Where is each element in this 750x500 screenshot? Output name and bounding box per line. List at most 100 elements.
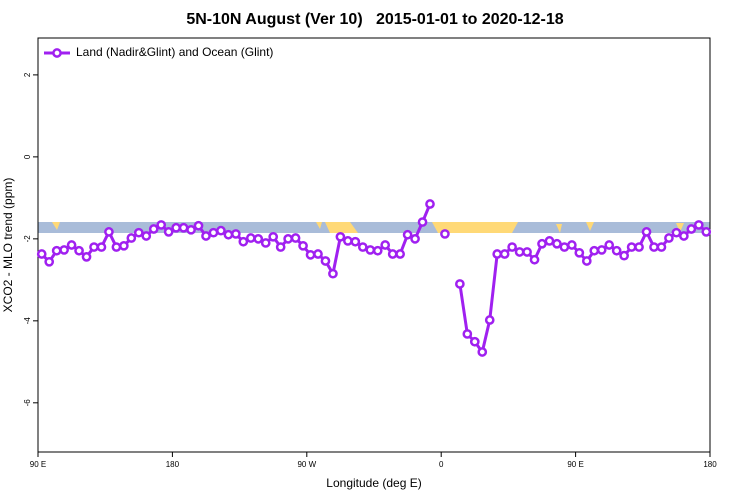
point xyxy=(641,227,652,237)
point xyxy=(171,222,181,233)
point xyxy=(44,256,55,267)
point xyxy=(596,245,607,255)
legend-label: Land (Nadir&Glint) and Ocean (Glint) xyxy=(76,45,273,59)
point xyxy=(679,231,689,241)
x-tick-label: 90 E xyxy=(30,460,46,469)
point xyxy=(604,240,615,250)
y-tick-label: 0 xyxy=(23,154,32,159)
x-tick-label: 90 W xyxy=(297,460,316,469)
legend-marker xyxy=(52,48,62,58)
point xyxy=(298,240,308,251)
point xyxy=(260,238,271,248)
point xyxy=(186,224,196,235)
strip-land xyxy=(676,223,684,232)
point xyxy=(425,199,435,209)
point xyxy=(74,245,84,256)
point xyxy=(499,249,510,259)
point xyxy=(611,245,622,256)
point xyxy=(36,249,47,259)
point xyxy=(148,224,159,234)
point xyxy=(537,238,547,249)
y-tick-label: -6 xyxy=(23,399,32,407)
point xyxy=(387,249,398,259)
strip-land xyxy=(586,222,594,231)
point xyxy=(417,217,428,227)
point xyxy=(163,227,174,237)
point xyxy=(290,233,301,243)
point xyxy=(126,233,137,243)
point xyxy=(156,220,167,230)
y-tick-label: -2 xyxy=(23,235,32,243)
point xyxy=(335,231,346,242)
point xyxy=(581,256,592,266)
point xyxy=(89,242,99,252)
point xyxy=(343,236,353,246)
point xyxy=(671,227,682,238)
point xyxy=(245,233,256,243)
point xyxy=(395,249,405,259)
x-tick-label: 90 E xyxy=(567,460,583,469)
point xyxy=(208,227,219,238)
x-tick-label: 0 xyxy=(439,460,444,469)
chart-title: 5N-10N August (Ver 10) 2015-01-01 to 202… xyxy=(186,11,563,28)
point xyxy=(410,234,420,244)
point xyxy=(484,315,495,325)
point xyxy=(96,242,107,252)
point xyxy=(119,240,129,251)
point xyxy=(313,249,323,259)
strip-land xyxy=(316,222,322,229)
point xyxy=(268,231,279,242)
point xyxy=(133,227,144,238)
point xyxy=(141,231,152,241)
point xyxy=(372,245,383,256)
point xyxy=(328,268,338,279)
point xyxy=(283,234,293,244)
strip-land xyxy=(432,222,518,233)
point xyxy=(649,242,659,252)
point xyxy=(320,256,331,266)
strip-land xyxy=(556,224,562,233)
point xyxy=(350,236,361,247)
y-tick-label: -4 xyxy=(23,317,32,325)
point xyxy=(193,220,204,231)
point xyxy=(701,227,712,237)
point xyxy=(51,245,62,256)
point xyxy=(693,220,704,230)
point xyxy=(626,242,637,252)
point xyxy=(514,247,525,257)
point xyxy=(507,242,517,252)
point xyxy=(365,245,376,255)
point xyxy=(357,242,368,252)
point xyxy=(253,234,264,244)
x-tick-label: 180 xyxy=(703,460,717,469)
point xyxy=(178,222,189,233)
point xyxy=(111,242,122,252)
point xyxy=(275,242,286,252)
x-axis-label: Longitude (deg E) xyxy=(326,476,421,490)
point xyxy=(216,225,226,236)
point xyxy=(664,233,674,243)
point xyxy=(462,329,473,339)
point xyxy=(589,245,600,256)
point xyxy=(567,240,577,250)
x-tick-label: 180 xyxy=(166,460,180,469)
y-tick-label: 2 xyxy=(23,72,32,77)
point xyxy=(559,242,570,252)
point xyxy=(81,252,92,262)
point xyxy=(201,231,211,241)
point xyxy=(634,242,644,252)
point xyxy=(305,249,316,260)
strip-land xyxy=(325,222,358,233)
point xyxy=(552,238,562,249)
point xyxy=(619,250,629,261)
point xyxy=(544,236,555,246)
point xyxy=(66,240,77,250)
point xyxy=(238,236,249,247)
point xyxy=(529,254,540,265)
point xyxy=(104,227,114,237)
point xyxy=(656,242,667,252)
map-strip xyxy=(38,222,710,233)
point xyxy=(686,224,697,234)
point xyxy=(402,229,413,240)
